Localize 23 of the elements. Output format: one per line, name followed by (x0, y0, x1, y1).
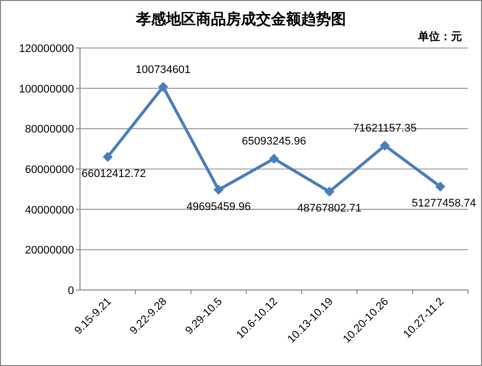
point (269, 154, 279, 164)
y-tick-label: 100000000 (18, 83, 74, 96)
y-tick-label: 80000000 (25, 124, 74, 136)
data-label: 100734601 (136, 64, 191, 76)
point (435, 182, 446, 192)
point (158, 82, 168, 92)
y-tick-label: 120000000 (18, 43, 74, 55)
y-tick-label: 60000000 (25, 164, 74, 176)
data-label: 49695459.96 (186, 200, 251, 213)
point (324, 186, 334, 197)
point (214, 184, 224, 195)
y-tick-label: 20000000 (25, 244, 74, 257)
chart-title: 孝感地区商品房成交金额趋势图 (135, 10, 346, 28)
data-label: 66012412.72 (82, 168, 146, 180)
data-label: 51277458.74 (412, 198, 476, 210)
data-label: 48767802.71 (297, 202, 362, 215)
y-tick-label: 40000000 (25, 204, 74, 216)
point (102, 152, 113, 162)
point (380, 140, 390, 151)
text: 单位：元 (417, 30, 462, 43)
y-tick-label: 0 (68, 285, 74, 297)
data-label: 71621157.35 (353, 122, 417, 135)
data-label: 65093245.96 (242, 136, 306, 148)
